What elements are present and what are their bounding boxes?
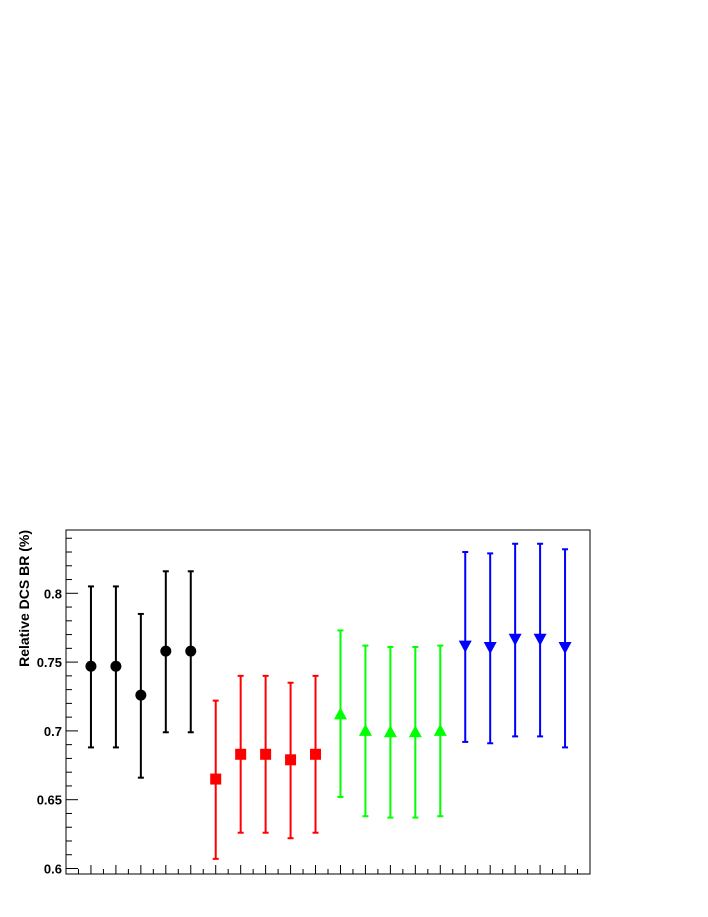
series-1 bbox=[85, 570, 197, 779]
data-point bbox=[533, 633, 547, 646]
y-tick-label: 0.6 bbox=[44, 861, 62, 876]
y-axis-title: Relative DCS BR (%) bbox=[16, 530, 32, 667]
data-point bbox=[85, 660, 97, 672]
data-point bbox=[333, 707, 347, 720]
data-point bbox=[310, 748, 322, 760]
data-point bbox=[433, 723, 447, 736]
y-tick-label: 0.7 bbox=[44, 724, 62, 739]
series-4 bbox=[458, 542, 572, 749]
data-point bbox=[260, 748, 272, 760]
data-point bbox=[483, 641, 497, 654]
y-tick-label: 0.65 bbox=[37, 793, 62, 808]
data-point bbox=[285, 754, 297, 766]
y-tick-label: 0.8 bbox=[44, 586, 62, 601]
data-point bbox=[383, 725, 397, 738]
data-point bbox=[235, 748, 247, 760]
series-3 bbox=[333, 629, 447, 819]
data-point bbox=[408, 725, 422, 738]
data-point bbox=[135, 689, 147, 701]
series-2 bbox=[210, 674, 322, 860]
y-tick-label: 0.75 bbox=[37, 655, 62, 670]
y-axis-ticks: 0.6 0.65 0.7 0.75 0.8 bbox=[37, 537, 78, 876]
data-point bbox=[210, 773, 222, 785]
series-layer bbox=[85, 542, 572, 860]
data-point bbox=[458, 640, 472, 653]
data-point bbox=[508, 633, 522, 646]
data-point bbox=[160, 645, 172, 657]
data-point bbox=[185, 645, 197, 657]
data-point bbox=[110, 660, 122, 672]
x-axis-ticks bbox=[77, 865, 579, 874]
plot-frame bbox=[65, 529, 591, 875]
data-point bbox=[358, 723, 372, 736]
data-point bbox=[558, 641, 572, 654]
